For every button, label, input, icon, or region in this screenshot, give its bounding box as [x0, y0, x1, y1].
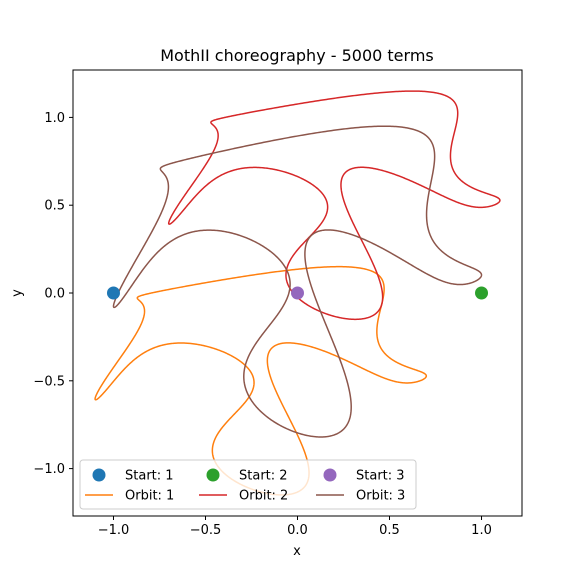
legend-label-start-2: Start: 2: [239, 469, 288, 484]
x-axis-ticks: −1.0 −0.5 0.0 0.5 1.0: [98, 516, 492, 538]
y-tick-label: −1.0: [33, 462, 65, 477]
y-axis-label: y: [10, 289, 25, 297]
y-axis-ticks: −1.0 −0.5 0.0 0.5 1.0: [33, 111, 73, 477]
y-tick-label: 1.0: [44, 111, 65, 126]
legend-label-orbit-1: Orbit: 1: [125, 489, 174, 504]
orbit-2-line: [167, 90, 501, 321]
legend-label-orbit-2: Orbit: 2: [239, 489, 288, 504]
y-tick-label: 0.5: [44, 199, 65, 214]
legend-label-orbit-3: Orbit: 3: [356, 489, 405, 504]
legend-label-start-3: Start: 3: [356, 469, 405, 484]
orbit-3-line: [112, 125, 483, 438]
x-tick-label: −1.0: [98, 523, 130, 538]
start-points-layer: [106, 286, 489, 300]
legend-marker-start-2: [206, 468, 220, 482]
x-axis-label: x: [293, 544, 301, 559]
x-tick-label: 0.5: [379, 523, 400, 538]
legend-marker-start-1: [92, 468, 106, 482]
x-tick-label: −0.5: [190, 523, 222, 538]
y-tick-label: −0.5: [33, 374, 65, 389]
legend: Start: 1 Start: 2 Start: 3 Orbit: 1 Orbit: 2…: [79, 459, 417, 510]
y-tick-label: 0.0: [44, 287, 65, 302]
start-point-1: [106, 286, 120, 300]
legend-marker-start-3: [323, 468, 337, 482]
chart-title: MothII choreography - 5000 terms: [160, 46, 434, 65]
start-point-3: [291, 286, 304, 300]
legend-label-start-1: Start: 1: [125, 469, 174, 484]
x-tick-label: 0.0: [287, 523, 308, 538]
start-point-2: [475, 286, 489, 300]
x-tick-label: 1.0: [471, 523, 492, 538]
